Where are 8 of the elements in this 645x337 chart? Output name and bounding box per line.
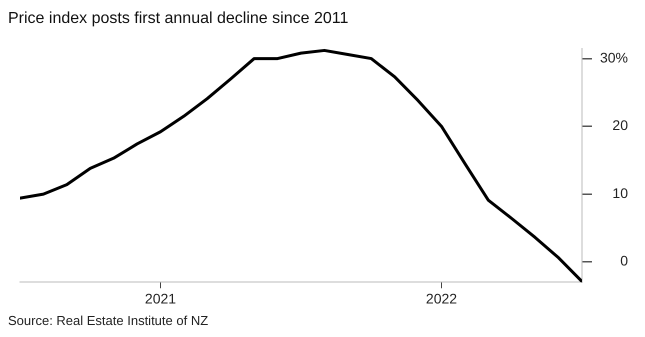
chart-title: Price index posts first annual decline since 2011 [8, 10, 348, 28]
y-tick-label: 10 [612, 184, 628, 201]
y-tick-label: 30% [600, 49, 628, 66]
x-tick-label: 2022 [426, 290, 458, 306]
x-tick-label: 2021 [144, 290, 176, 306]
source-note: Source: Real Estate Institute of NZ [8, 313, 208, 328]
y-tick-label: 0 [620, 252, 628, 269]
y-tick-label: 20 [612, 117, 628, 134]
